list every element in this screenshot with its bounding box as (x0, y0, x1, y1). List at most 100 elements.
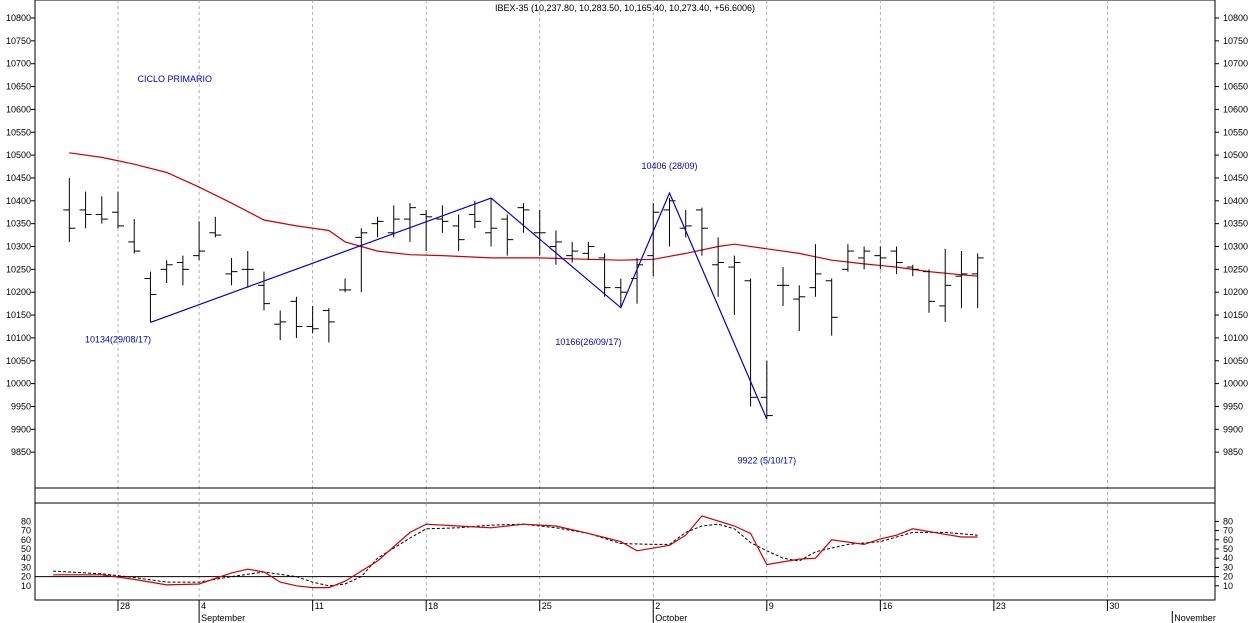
price-axis-right: 9850 9900 9950 10000 10050 10100 10150 10200 102… (1215, 13, 1248, 457)
moving-average-line (69, 152, 978, 277)
ohlc-bar (355, 228, 368, 293)
ohlc-bar (728, 255, 741, 316)
ohlc-bar (339, 278, 352, 293)
ohlc-bar (63, 177, 76, 242)
ohlc-bar (874, 246, 887, 270)
price-tick-label: 10350 (6, 219, 31, 229)
ohlc-bar (79, 191, 92, 229)
ohlc-bar (841, 244, 854, 272)
ohlc-bar (647, 203, 660, 277)
ohlc-bar (825, 278, 838, 336)
price-tick-label: 9950 (11, 401, 31, 411)
ohlc-bar (403, 203, 416, 242)
ohlc-bar (533, 209, 546, 256)
ohlc-bar (485, 198, 498, 247)
price-tick-label: 10800 (1223, 13, 1248, 23)
price-tick-label: 10650 (1223, 82, 1248, 92)
ohlc-bar (793, 285, 806, 332)
ohlc-bar (809, 244, 822, 297)
chart-annotation: CICLO PRIMARIO (138, 74, 213, 84)
chart-title: IBEX-35 (10,237.80, 10,283.50, 10,165.40… (495, 3, 755, 13)
ohlc-bar (193, 221, 206, 261)
oscillator-tick-label: 30 (1223, 562, 1233, 572)
ohlc-bar (241, 251, 254, 288)
date-tick-label: 11 (315, 601, 324, 611)
chart-annotation: 10166(26/09/17) (555, 337, 621, 347)
price-tick-label: 9900 (1223, 424, 1243, 434)
price-tick-label: 10150 (6, 310, 31, 320)
price-tick-label: 10250 (6, 264, 31, 274)
oscillator-k-line (53, 515, 978, 589)
price-tick-label: 10700 (1223, 59, 1248, 69)
oscillator-tick-label: 10 (1223, 581, 1233, 591)
chart-annotation: 10134(29/08/17) (85, 334, 151, 344)
price-tick-label: 10450 (1223, 173, 1248, 183)
month-label: October (655, 613, 687, 623)
oscillator-tick-label: 60 (1223, 535, 1233, 545)
ohlc-bar (614, 278, 627, 308)
ohlc-bar (128, 219, 141, 254)
trend-zigzag-line (150, 191, 768, 420)
ohlc-bar (566, 241, 579, 263)
date-tick-label: 30 (1109, 601, 1119, 611)
ohlc-bar (468, 200, 481, 229)
price-tick-label: 10550 (6, 127, 31, 137)
ohlc-bar (744, 278, 757, 407)
price-tick-label: 10100 (6, 333, 31, 343)
price-tick-label: 10750 (6, 36, 31, 46)
ohlc-bar (679, 209, 692, 238)
ohlc-bars (63, 177, 984, 420)
ohlc-bar (582, 241, 595, 261)
ohlc-bar (452, 214, 465, 252)
date-tick-label: 4 (201, 601, 206, 611)
price-tick-label: 10200 (6, 287, 31, 297)
vertical-grid (117, 0, 1108, 600)
oscillator-tick-label: 40 (21, 553, 31, 563)
oscillator-tick-label: 50 (1223, 544, 1233, 554)
ohlc-bar (906, 264, 919, 277)
date-tick-label: 18 (428, 601, 438, 611)
ohlc-bar (322, 308, 335, 343)
ohlc-bar (144, 271, 157, 323)
ohlc-bar (663, 198, 676, 247)
ohlc-bar (695, 207, 708, 256)
ohlc-bar (631, 257, 644, 304)
price-tick-label: 10100 (1223, 333, 1248, 343)
ohlc-bar (923, 269, 935, 313)
price-tick-label: 10150 (1223, 310, 1248, 320)
oscillator-tick-label: 60 (21, 535, 31, 545)
oscillator-tick-label: 20 (1223, 572, 1233, 582)
ohlc-bar (549, 230, 562, 265)
price-tick-label: 9950 (1223, 401, 1243, 411)
price-tick-label: 10200 (1223, 287, 1248, 297)
price-tick-label: 10250 (1223, 264, 1248, 274)
ohlc-bar (760, 360, 773, 420)
ohlc-bar (257, 271, 270, 311)
ohlc-bar (371, 216, 384, 238)
ohlc-bar (517, 203, 530, 233)
ohlc-bar (777, 267, 790, 306)
ohlc-bar (225, 257, 238, 286)
oscillator-tick-label: 20 (21, 572, 31, 582)
price-tick-label: 10300 (6, 242, 31, 252)
oscillator-tick-label: 70 (1223, 526, 1233, 536)
ohlc-bar (176, 255, 189, 286)
oscillator-d-line (53, 523, 978, 587)
oscillator-tick-label: 70 (21, 526, 31, 536)
price-tick-label: 9900 (11, 424, 31, 434)
ohlc-bar (890, 246, 903, 274)
ohlc-bar (274, 310, 287, 341)
price-tick-label: 10500 (1223, 150, 1248, 160)
ohlc-bar (209, 216, 222, 238)
price-tick-label: 10050 (6, 356, 31, 366)
month-label: September (201, 613, 245, 623)
chart-annotation: 9922 (5/10/17) (738, 456, 797, 466)
oscillator-tick-label: 50 (21, 544, 31, 554)
oscillator-tick-label: 80 (1223, 516, 1233, 526)
oscillator-tick-label: 40 (1223, 553, 1233, 563)
price-tick-label: 10650 (6, 82, 31, 92)
oscillator-tick-label: 30 (21, 562, 31, 572)
ohlc-bar (387, 205, 400, 238)
